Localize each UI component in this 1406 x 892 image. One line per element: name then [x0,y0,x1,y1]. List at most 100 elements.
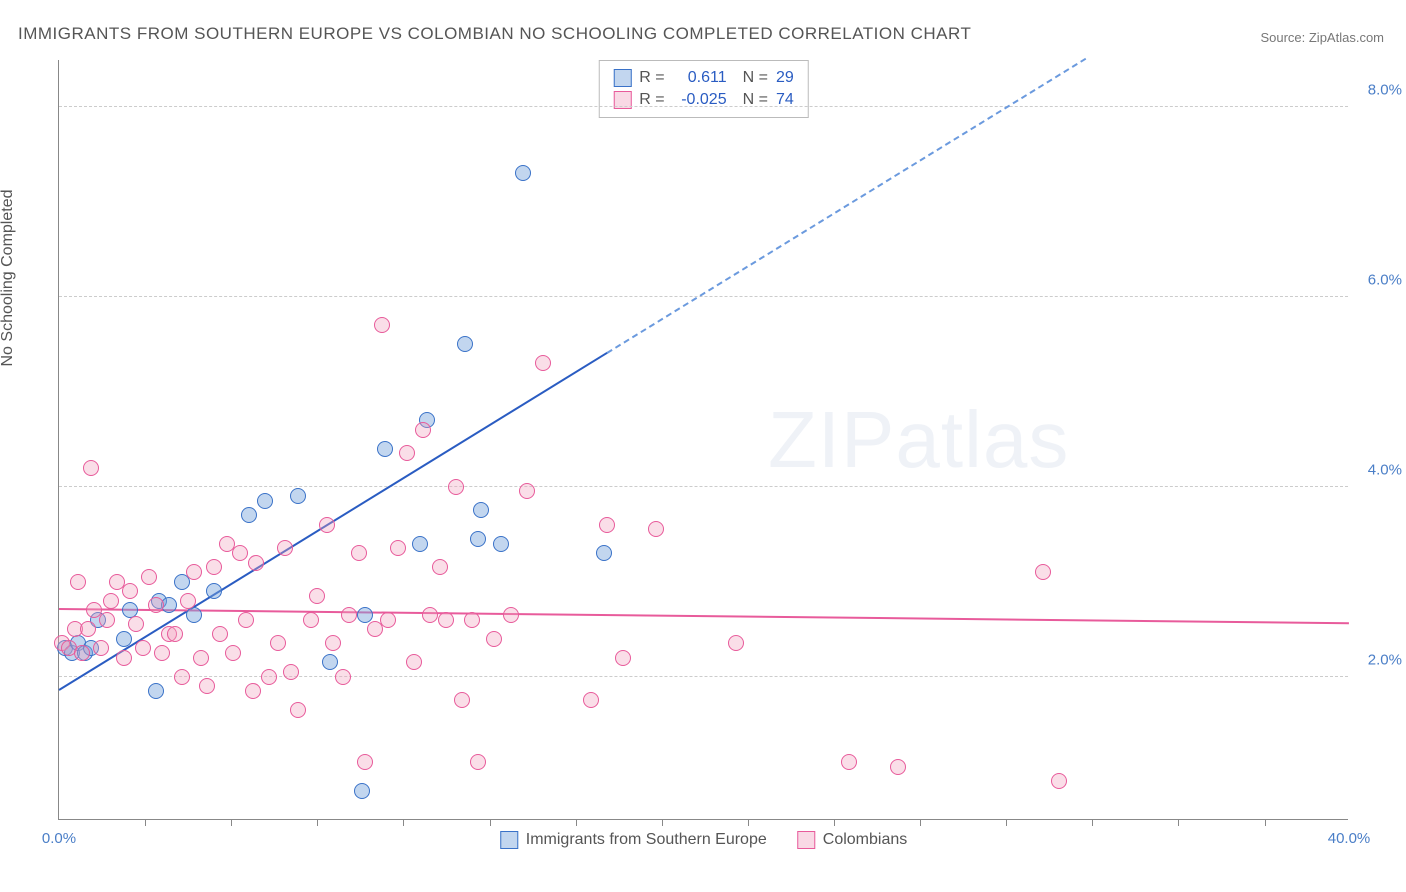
data-point [80,621,96,637]
data-point [841,754,857,770]
chart-title: IMMIGRANTS FROM SOUTHERN EUROPE VS COLOM… [18,24,971,44]
data-point [470,531,486,547]
data-point [193,650,209,666]
y-tick-label: 4.0% [1368,461,1402,478]
data-point [473,502,489,518]
data-point [464,612,480,628]
x-tick-label: 0.0% [42,830,76,847]
legend-swatch [797,831,815,849]
x-tick [1265,819,1266,826]
data-point [515,165,531,181]
x-tick [145,819,146,826]
data-point [148,683,164,699]
data-point [206,559,222,575]
data-point [154,645,170,661]
x-tick [403,819,404,826]
data-point [83,460,99,476]
data-point [354,783,370,799]
x-tick [662,819,663,826]
x-tick [748,819,749,826]
data-point [596,545,612,561]
data-point [206,583,222,599]
data-point [122,583,138,599]
legend-correlation-row: R =0.611N = 29 [613,67,793,89]
data-point [503,607,519,623]
data-point [357,607,373,623]
x-tick [576,819,577,826]
n-label: N = [743,67,768,89]
data-point [303,612,319,628]
data-point [374,317,390,333]
data-point [599,517,615,533]
data-point [277,540,293,556]
data-point [399,445,415,461]
data-point [1051,773,1067,789]
data-point [186,564,202,580]
n-value: 74 [776,89,794,111]
data-point [535,355,551,371]
data-point [180,593,196,609]
legend-series-item: Immigrants from Southern Europe [500,831,767,849]
data-point [380,612,396,628]
data-point [74,645,90,661]
data-point [257,493,273,509]
data-point [135,640,151,656]
y-tick-label: 6.0% [1368,271,1402,288]
gridline [59,106,1348,107]
data-point [225,645,241,661]
gridline [59,486,1348,487]
data-point [174,669,190,685]
data-point [167,626,183,642]
x-tick [834,819,835,826]
plot-area: ZIPatlas R =0.611N = 29R =-0.025N = 74 I… [58,60,1348,820]
watermark: ZIPatlas [768,394,1069,486]
legend-series-label: Immigrants from Southern Europe [526,831,767,849]
data-point [309,588,325,604]
r-value: 0.611 [673,67,727,89]
data-point [128,616,144,632]
data-point [1035,564,1051,580]
y-tick-label: 8.0% [1368,81,1402,98]
data-point [148,597,164,613]
data-point [199,678,215,694]
x-tick [1006,819,1007,826]
data-point [116,650,132,666]
x-tick-label: 40.0% [1328,830,1371,847]
data-point [141,569,157,585]
data-point [319,517,335,533]
watermark-suffix: atlas [895,395,1069,484]
n-label: N = [743,89,768,111]
x-tick [231,819,232,826]
data-point [351,545,367,561]
y-tick-label: 2.0% [1368,651,1402,668]
data-point [493,536,509,552]
data-point [99,612,115,628]
data-point [415,422,431,438]
data-point [448,479,464,495]
data-point [116,631,132,647]
data-point [290,702,306,718]
data-point [322,654,338,670]
data-point [412,536,428,552]
data-point [212,626,228,642]
gridline [59,296,1348,297]
legend-series-item: Colombians [797,831,907,849]
data-point [648,521,664,537]
data-point [103,593,119,609]
data-point [335,669,351,685]
series-legend: Immigrants from Southern Europe Colombian… [500,831,907,849]
data-point [890,759,906,775]
x-tick [1092,819,1093,826]
legend-series-label: Colombians [823,831,907,849]
data-point [486,631,502,647]
r-label: R = [639,67,664,89]
watermark-prefix: ZIP [768,395,895,484]
data-point [454,692,470,708]
data-point [341,607,357,623]
r-value: -0.025 [673,89,727,111]
data-point [390,540,406,556]
data-point [432,559,448,575]
r-label: R = [639,89,664,111]
source-attribution: Source: ZipAtlas.com [1260,30,1384,45]
data-point [377,441,393,457]
